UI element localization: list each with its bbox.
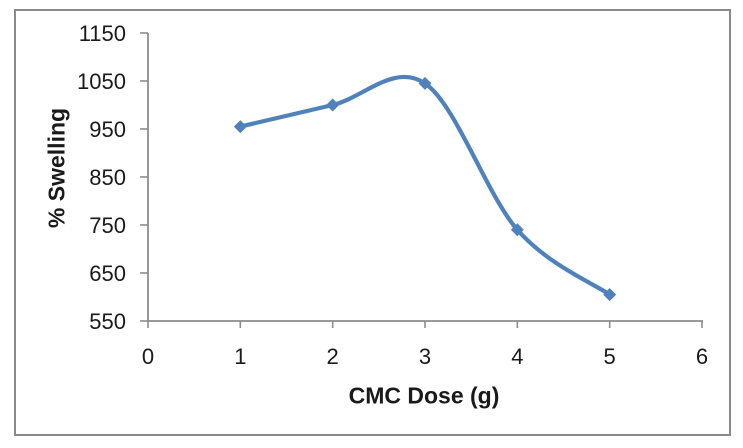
data-point-marker: [326, 98, 340, 112]
data-point-marker: [603, 288, 617, 302]
y-tick-label: 1150: [79, 21, 126, 46]
data-point-marker: [233, 120, 247, 134]
data-point-marker: [510, 223, 524, 237]
y-tick-label: 550: [89, 309, 126, 334]
y-tick-label: 750: [89, 213, 126, 238]
series-line: [238, 75, 612, 297]
y-tick-label: 850: [89, 165, 126, 190]
x-tick-label: 0: [142, 344, 154, 369]
y-axis-title: % Swelling: [43, 107, 70, 229]
x-tick-label: 5: [604, 344, 616, 369]
x-tick-label: 1: [234, 344, 246, 369]
x-tick-label: 6: [696, 344, 708, 369]
y-tick-label: 650: [89, 261, 126, 286]
data-point-marker: [418, 76, 432, 90]
y-tick-label: 1050: [77, 69, 126, 94]
x-tick-label: 4: [511, 344, 523, 369]
chart-border: [14, 9, 731, 436]
y-tick-label: 950: [89, 117, 126, 142]
x-tick-label: 3: [419, 344, 431, 369]
x-tick-label: 2: [327, 344, 339, 369]
x-axis-title: CMC Dose (g): [348, 382, 500, 409]
